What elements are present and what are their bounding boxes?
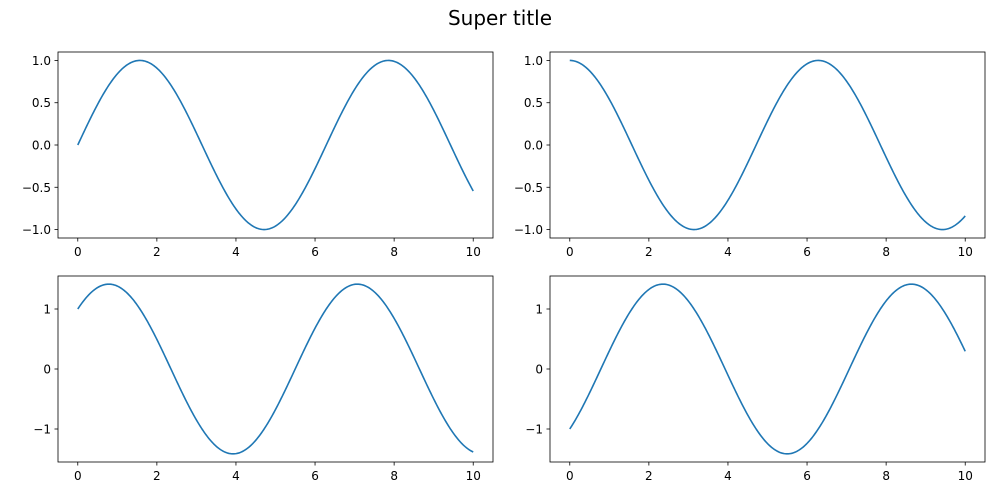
super-title: Super title bbox=[447, 6, 553, 30]
series-line bbox=[77, 283, 474, 455]
y-tick-label: −1.0 bbox=[22, 223, 51, 237]
y-tick-label: 0 bbox=[535, 363, 543, 377]
x-tick-label: 4 bbox=[232, 245, 240, 259]
x-tick-label: 4 bbox=[232, 469, 240, 483]
y-tick-label: 0.0 bbox=[524, 139, 543, 153]
x-tick-label: 8 bbox=[882, 245, 890, 259]
y-tick-label: −1 bbox=[33, 423, 51, 437]
x-tick-label: 0 bbox=[74, 245, 82, 259]
x-tick-label: 6 bbox=[311, 245, 319, 259]
x-tick-label: 0 bbox=[566, 469, 574, 483]
x-tick-label: 10 bbox=[958, 245, 973, 259]
y-tick-label: 0.5 bbox=[32, 96, 51, 110]
x-tick-label: 10 bbox=[958, 469, 973, 483]
x-tick-label: 6 bbox=[311, 469, 319, 483]
series-line bbox=[569, 59, 966, 231]
axes-frame bbox=[549, 51, 986, 239]
y-tick-label: 1.0 bbox=[32, 54, 51, 68]
y-tick-label: 0 bbox=[43, 363, 51, 377]
x-tick-label: 4 bbox=[724, 245, 732, 259]
subplot-3: 0 2 4 6 8 10 −1 0 1 bbox=[33, 275, 494, 483]
x-tick-label: 2 bbox=[153, 245, 161, 259]
axes-frame bbox=[57, 275, 494, 463]
x-tick-label: 2 bbox=[645, 469, 653, 483]
x-tick-label: 6 bbox=[803, 245, 811, 259]
subplot-1: 0 2 4 6 8 10 −1.0 −0.5 0.0 0.5 1.0 bbox=[22, 51, 494, 259]
y-tick-label: −0.5 bbox=[22, 181, 51, 195]
subplot-2: 0 2 4 6 8 10 −1.0 −0.5 0.0 0.5 1.0 bbox=[514, 51, 986, 259]
y-tick-label: 0.5 bbox=[524, 96, 543, 110]
x-tick-label: 4 bbox=[724, 469, 732, 483]
x-tick-label: 6 bbox=[803, 469, 811, 483]
x-tick-label: 8 bbox=[390, 245, 398, 259]
x-tick-label: 2 bbox=[645, 245, 653, 259]
axes-frame bbox=[549, 275, 986, 463]
x-tick-label: 8 bbox=[882, 469, 890, 483]
y-tick-label: 1 bbox=[43, 303, 51, 317]
series-line bbox=[77, 59, 474, 231]
x-tick-label: 10 bbox=[466, 245, 481, 259]
subplot-4: 0 2 4 6 8 10 −1 0 1 bbox=[525, 275, 986, 483]
y-tick-label: −0.5 bbox=[514, 181, 543, 195]
x-tick-label: 0 bbox=[566, 245, 574, 259]
y-tick-label: −1 bbox=[525, 423, 543, 437]
x-tick-label: 10 bbox=[466, 469, 481, 483]
axes-frame bbox=[57, 51, 494, 239]
x-tick-label: 0 bbox=[74, 469, 82, 483]
y-tick-label: 1.0 bbox=[524, 54, 543, 68]
series-line bbox=[569, 283, 966, 455]
y-tick-label: 1 bbox=[535, 303, 543, 317]
y-tick-label: −1.0 bbox=[514, 223, 543, 237]
x-tick-label: 8 bbox=[390, 469, 398, 483]
x-tick-label: 2 bbox=[153, 469, 161, 483]
y-tick-label: 0.0 bbox=[32, 139, 51, 153]
